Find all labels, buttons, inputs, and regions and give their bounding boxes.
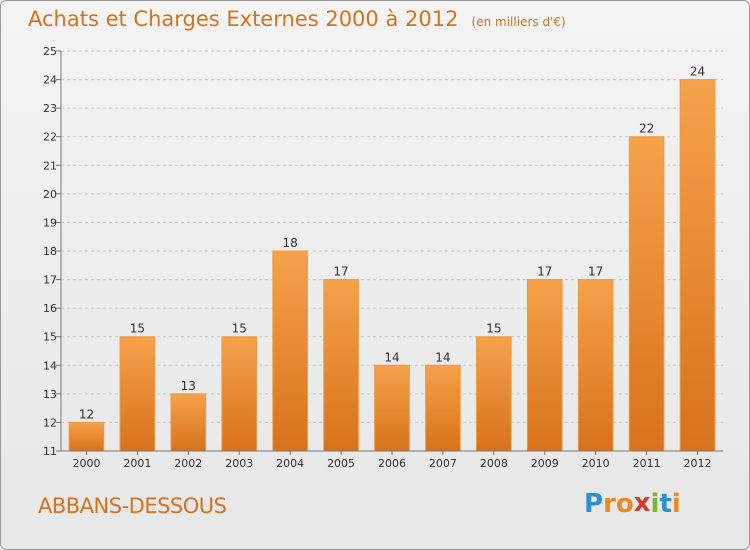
bar-2000 — [68, 421, 105, 452]
data-label-2005: 17 — [333, 265, 348, 279]
y-tick-label: 13 — [43, 388, 57, 401]
y-tick-label: 24 — [43, 74, 57, 87]
chart-title-block: Achats et Charges Externes 2000 à 2012 (… — [28, 7, 566, 31]
logo-letter: x — [633, 488, 651, 518]
bar-2006 — [374, 364, 410, 452]
chart-subtitle: (en milliers d'€) — [471, 15, 566, 29]
y-tick-label: 17 — [43, 274, 57, 287]
x-tick-label-2005: 2005 — [327, 457, 355, 470]
bar-2009 — [526, 279, 563, 452]
place-name: ABBANS-DESSOUS — [38, 494, 227, 518]
data-label-2007: 14 — [435, 350, 450, 364]
y-tick-label: 20 — [43, 188, 57, 201]
x-tick-label-2012: 2012 — [684, 457, 712, 470]
y-tick-label: 25 — [43, 45, 57, 58]
bar-2007 — [425, 364, 461, 452]
y-tick-label: 14 — [43, 359, 57, 372]
y-tick-label: 21 — [43, 159, 57, 172]
x-tick-label-2002: 2002 — [174, 457, 202, 470]
x-tick-label-2010: 2010 — [582, 457, 610, 470]
x-tick-label-2009: 2009 — [531, 457, 559, 470]
data-label-2010: 17 — [588, 265, 603, 279]
data-label-2004: 18 — [283, 236, 298, 250]
data-label-2006: 14 — [384, 350, 399, 364]
y-tick-label: 15 — [43, 331, 57, 344]
x-tick-label-2001: 2001 — [123, 457, 151, 470]
bar-2005 — [323, 279, 359, 452]
y-tick-label: 22 — [43, 131, 57, 144]
y-tick-label: 16 — [43, 302, 57, 315]
proxiti-logo: Proxiti — [584, 488, 681, 519]
x-tick-label-2011: 2011 — [633, 457, 661, 470]
y-tick-label: 12 — [43, 416, 57, 429]
data-label-2008: 15 — [486, 322, 501, 336]
x-tick-label-2000: 2000 — [72, 457, 100, 470]
logo-letter: t — [659, 489, 672, 519]
x-tick-label-2007: 2007 — [429, 457, 457, 470]
bar-2012 — [679, 79, 716, 452]
bar-2004 — [272, 250, 308, 452]
bar-2002 — [170, 393, 207, 452]
logo-letter: i — [671, 489, 681, 519]
logo-letter: r — [603, 489, 616, 519]
bar-2010 — [577, 279, 614, 452]
x-tick-label-2003: 2003 — [225, 457, 253, 470]
logo-letter: i — [650, 489, 660, 519]
bar-2001 — [119, 336, 156, 452]
logo-letter: P — [584, 489, 604, 519]
y-tick-label: 23 — [43, 102, 57, 115]
bar-2003 — [221, 336, 258, 452]
logo-letter: o — [615, 489, 634, 519]
y-tick-label: 19 — [43, 216, 57, 229]
data-label-2012: 24 — [690, 65, 705, 79]
data-label-2000: 12 — [79, 407, 94, 421]
bar-2011 — [628, 136, 665, 452]
x-tick-label-2008: 2008 — [480, 457, 508, 470]
data-label-2003: 15 — [232, 322, 247, 336]
data-label-2011: 22 — [639, 122, 654, 136]
y-tick-label: 11 — [43, 445, 57, 458]
x-tick-label-2006: 2006 — [378, 457, 406, 470]
axis-layer: 11 12 13 14 15 16 17 18 19 20 21 22 23 24 25 12 2000 15 20… — [43, 45, 723, 470]
bars-layer — [68, 79, 716, 452]
y-tick-label: 18 — [43, 245, 57, 258]
data-label-2009: 17 — [537, 265, 552, 279]
x-tick-label-2004: 2004 — [276, 457, 304, 470]
data-label-2001: 15 — [130, 322, 145, 336]
data-label-2002: 13 — [181, 379, 196, 393]
chart-title: Achats et Charges Externes 2000 à 2012 — [28, 7, 459, 31]
bar-2008 — [476, 336, 512, 452]
